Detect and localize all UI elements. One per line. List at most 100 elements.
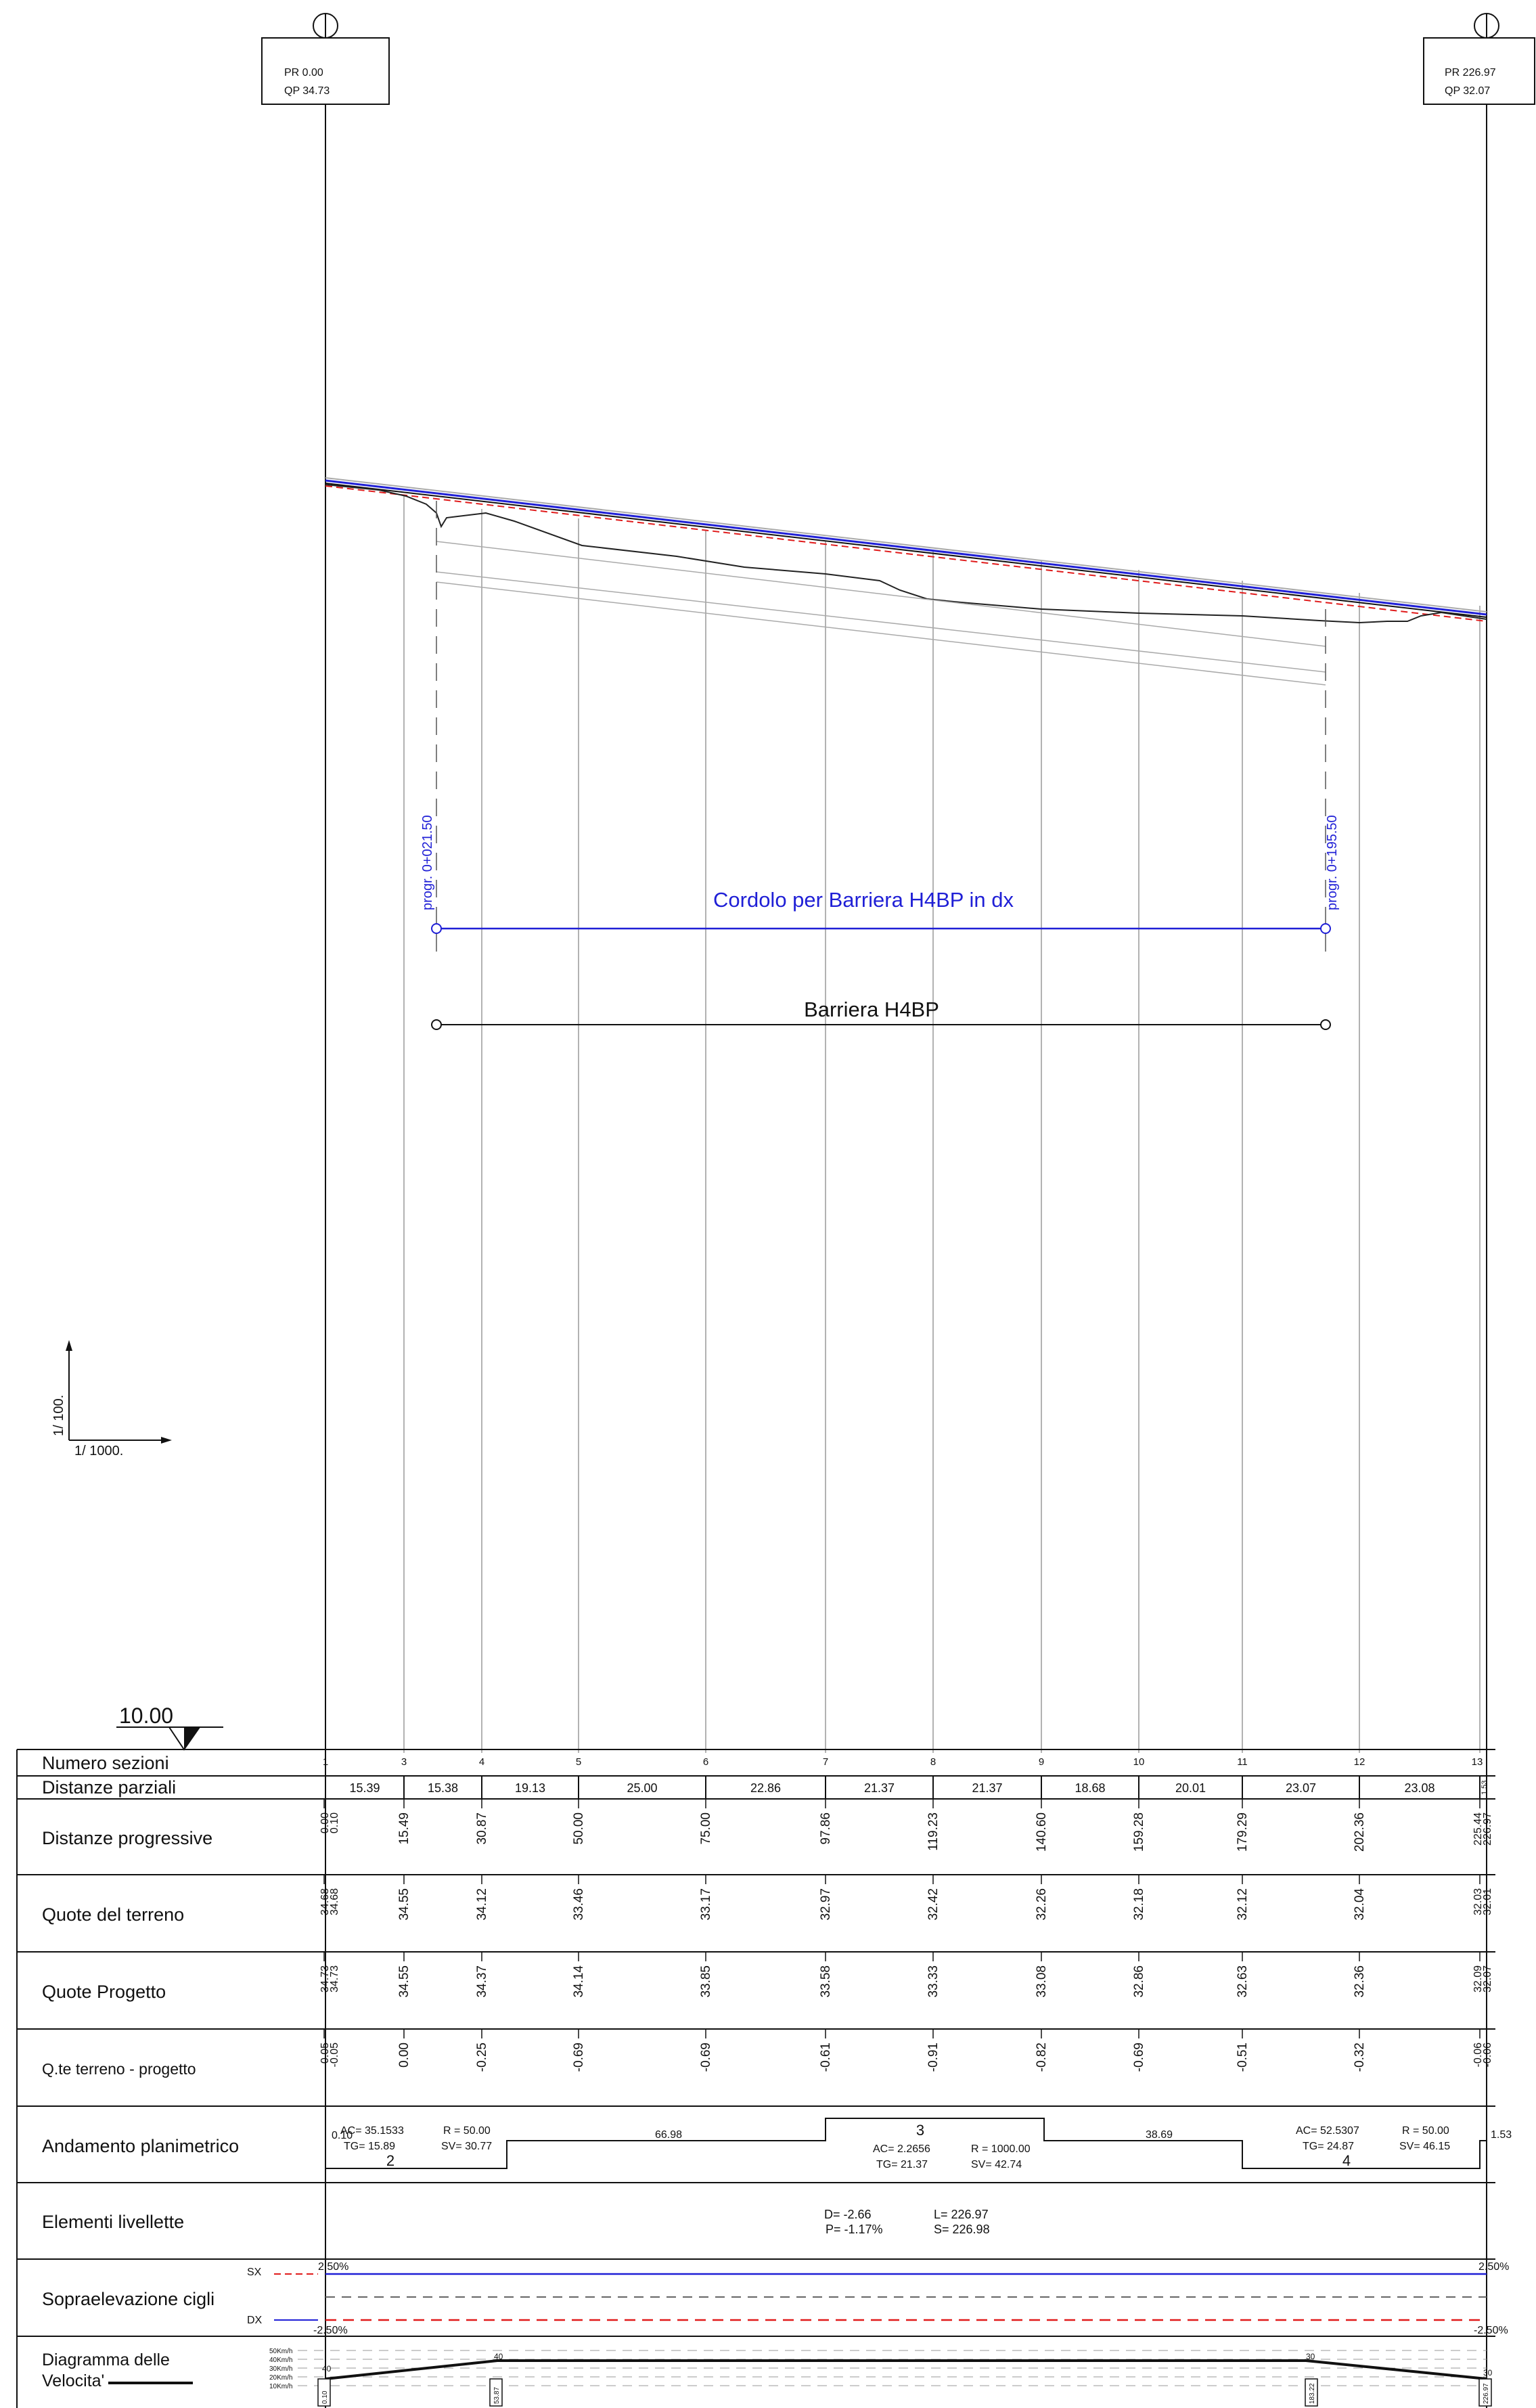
terrain-design-difference: -0.91 xyxy=(926,2043,941,2072)
terrain-design-difference: -0.25 xyxy=(475,2043,489,2072)
terrain-elevation: 34.12 xyxy=(475,1888,489,1921)
curve3-tg: TG= 21.37 xyxy=(876,2159,928,2170)
terrain-elevation: 32.12 xyxy=(1236,1888,1250,1921)
row-label-distanze-progressive: Distanze progressive xyxy=(42,1828,212,1848)
curve2-start: 0.10 xyxy=(332,2130,353,2141)
curve4-ac: AC= 52.5307 xyxy=(1296,2125,1359,2137)
terrain-design-difference: -0.82 xyxy=(1035,2043,1049,2072)
terrain-design-difference: -0.61 xyxy=(819,2043,833,2072)
terrain-design-difference: -0.69 xyxy=(1132,2043,1146,2072)
progr-start-label: progr. 0+021.50 xyxy=(420,815,435,910)
curve4-tg: TG= 24.87 xyxy=(1303,2141,1354,2152)
curve3-ac: AC= 2.2656 xyxy=(873,2143,930,2155)
speed-boxes: 0.10 53.87 183.22 226.97 xyxy=(317,2378,1492,2407)
terrain-design-difference: 0.00 xyxy=(397,2043,411,2068)
grade-line-black xyxy=(325,483,1487,618)
terrain-design-difference: -0.06 xyxy=(1482,2043,1493,2068)
terrain-elevation: 33.46 xyxy=(572,1888,586,1921)
speed-box xyxy=(1478,2378,1492,2407)
curve2-sv: SV= 30.77 xyxy=(441,2141,492,2152)
progressive-distance: 225.44 xyxy=(1472,1812,1484,1846)
end-qp: QP 32.07 xyxy=(1445,85,1490,97)
dx-label: DX xyxy=(247,2315,263,2326)
grade-line-red-dashed xyxy=(325,485,1487,622)
vertical-scale-label: 1/ 100. xyxy=(51,1395,66,1436)
sopraelevazione-cigli: SX DX 2.50% 2.50% -2.50% -2.50% xyxy=(247,2261,1509,2336)
horizontal-scale-label: 1/ 1000. xyxy=(74,1444,123,1458)
speed-box xyxy=(1305,2378,1318,2407)
terrain-design-difference: -0.05 xyxy=(319,2043,331,2068)
design-elevation: 34.37 xyxy=(475,1965,489,1998)
terrain-elevation: 34.68 xyxy=(329,1888,340,1915)
terrain-elevation: 32.26 xyxy=(1035,1888,1049,1921)
datum-symbol: 10.00 xyxy=(116,1703,223,1751)
row-label-diagramma-1: Diagramma delle xyxy=(42,2350,170,2369)
section-number: 3 xyxy=(401,1756,407,1768)
terrain-design-difference: -0.32 xyxy=(1353,2043,1367,2072)
grade-line-blue xyxy=(325,479,1487,616)
grade-line-grey xyxy=(325,477,1487,612)
section-number: 1 xyxy=(323,1756,328,1768)
layer-line-3 xyxy=(436,581,1326,686)
profile-table: Numero sezioni Distanze parziali Distanz… xyxy=(16,1749,1512,2408)
speed-box-value: 183.22 xyxy=(1309,2383,1316,2404)
speed-scale-label: 30Km/h xyxy=(269,2365,292,2373)
barriera-label: Barriera H4BP xyxy=(804,998,939,1021)
progressive-distance: 50.00 xyxy=(572,1812,586,1845)
speed-box xyxy=(489,2378,503,2407)
terrain-elevation: 32.04 xyxy=(1353,1888,1367,1921)
section-number: 8 xyxy=(930,1756,936,1768)
design-elevation: 32.36 xyxy=(1353,1965,1367,1998)
design-elevation: 32.07 xyxy=(1482,1965,1493,1992)
terrain-design-difference: -0.69 xyxy=(572,2043,586,2072)
curve3-number: 3 xyxy=(916,2122,924,2139)
speed-mark-3: 30 xyxy=(1306,2352,1315,2361)
design-elevation: 33.33 xyxy=(926,1965,941,1998)
start-qp: QP 34.73 xyxy=(284,85,330,97)
curve2-r: R = 50.00 xyxy=(443,2125,491,2137)
datum-value: 10.00 xyxy=(119,1703,173,1728)
progressive-distance: 0.00 xyxy=(319,1812,331,1833)
barriera-annotation: Barriera H4BP xyxy=(431,998,1331,1030)
section-number: 5 xyxy=(576,1756,581,1768)
row-label-terreno-progetto: Q.te terreno - progetto xyxy=(42,2060,196,2078)
section-number: 9 xyxy=(1039,1756,1044,1768)
progressive-distance: 97.86 xyxy=(819,1812,833,1845)
progressive-distance: 30.87 xyxy=(475,1812,489,1845)
partial-distance: 22.86 xyxy=(750,1781,781,1795)
speed-mark-2: 40 xyxy=(494,2352,503,2361)
terrain-design-difference: -0.51 xyxy=(1236,2043,1250,2072)
terrain-design-difference: -0.05 xyxy=(329,2043,340,2068)
progressive-distance: 0.10 xyxy=(329,1812,340,1833)
progressive-distance: 179.29 xyxy=(1236,1812,1250,1852)
partial-distance: 15.39 xyxy=(349,1781,380,1795)
row-label-diagramma-2: Velocita' xyxy=(42,2371,104,2390)
design-elevation: 32.09 xyxy=(1472,1965,1484,1992)
partial-distance: 25.00 xyxy=(627,1781,657,1795)
design-elevation: 34.73 xyxy=(329,1965,340,1992)
terrain-design-difference: -0.06 xyxy=(1472,2043,1484,2068)
speed-box-value: 0.10 xyxy=(321,2390,329,2404)
speed-box-value: 53.87 xyxy=(493,2387,501,2404)
curve4-r: R = 50.00 xyxy=(1402,2125,1449,2137)
curve3-r: R = 1000.00 xyxy=(971,2143,1031,2155)
straight-end-length: 1.53 xyxy=(1491,2129,1512,2141)
speed-mark-1: 40 xyxy=(322,2364,332,2373)
curve2-ac: AC= 35.1533 xyxy=(340,2125,404,2137)
progressive-distance: 140.60 xyxy=(1035,1812,1049,1852)
terrain-elevation: 34.68 xyxy=(319,1888,331,1915)
speed-scale-label: 10Km/h xyxy=(269,2383,292,2390)
design-elevation: 34.14 xyxy=(572,1965,586,1998)
section-number: 4 xyxy=(479,1756,484,1768)
partial-distance: 20.01 xyxy=(1175,1781,1206,1795)
section-number: 13 xyxy=(1472,1756,1483,1768)
progressive-distance: 15.49 xyxy=(397,1812,411,1845)
start-pr: PR 0.00 xyxy=(284,67,323,79)
livelletta-l: L= 226.97 xyxy=(934,2208,989,2221)
design-elevation: 33.08 xyxy=(1035,1965,1049,1998)
partial-distance: 1.53 xyxy=(1481,1781,1489,1795)
progressive-distance: 75.00 xyxy=(699,1812,713,1845)
livelletta-s: S= 226.98 xyxy=(934,2223,990,2236)
